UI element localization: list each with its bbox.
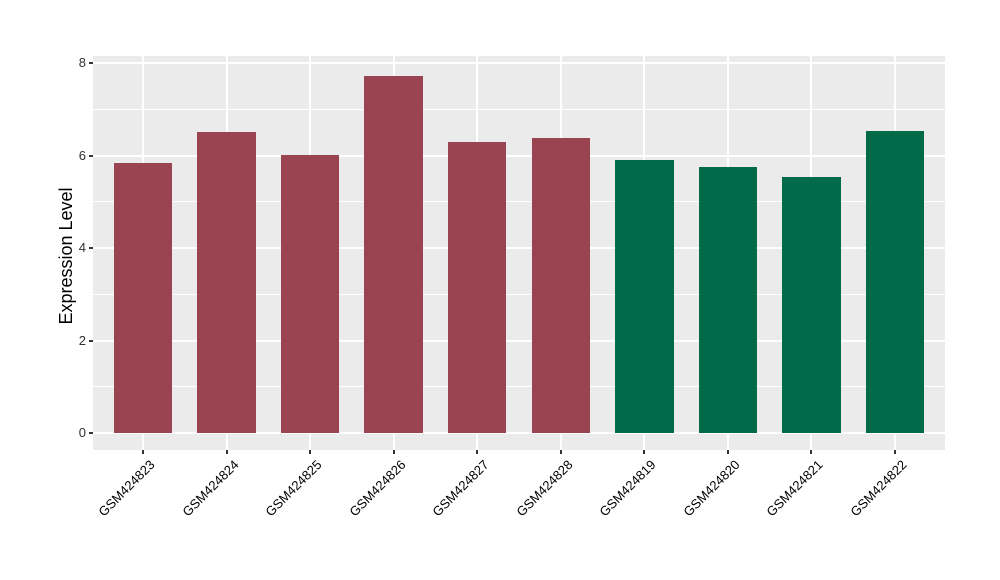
bar-GSM424825 bbox=[280, 155, 340, 433]
y-axis-tick bbox=[89, 247, 93, 249]
x-axis-tick bbox=[476, 450, 479, 454]
y-tick-label: 8 bbox=[78, 55, 86, 70]
y-tick-label: 6 bbox=[78, 147, 86, 163]
gridline-major bbox=[93, 339, 945, 342]
gridline-minor bbox=[93, 293, 945, 295]
gridline-minor bbox=[93, 201, 945, 203]
bar-GSM424826 bbox=[364, 75, 423, 433]
gridline-major bbox=[93, 154, 945, 157]
x-axis-tick bbox=[309, 450, 312, 454]
x-axis-tick bbox=[726, 450, 729, 454]
x-axis-tick bbox=[643, 450, 646, 454]
bar-GSM424828 bbox=[531, 138, 590, 433]
x-axis-tick bbox=[142, 450, 145, 454]
x-axis-tick bbox=[225, 450, 228, 454]
plot-panel bbox=[93, 56, 945, 450]
y-axis-tick bbox=[89, 432, 93, 434]
gridline-minor bbox=[93, 108, 945, 110]
y-axis-tick bbox=[89, 62, 93, 64]
gridline-major bbox=[93, 432, 945, 434]
bar-GSM424819 bbox=[615, 159, 674, 433]
bar-GSM424821 bbox=[782, 176, 841, 433]
bar-GSM424820 bbox=[698, 167, 758, 433]
x-axis-tick bbox=[810, 450, 813, 454]
x-axis-tick bbox=[559, 450, 562, 454]
x-tick-label-GSM424822: GSM424822 bbox=[847, 457, 910, 520]
gridline-major bbox=[93, 62, 945, 64]
gridline-minor bbox=[93, 386, 945, 388]
x-axis-tick bbox=[893, 450, 896, 454]
y-tick-label: 4 bbox=[78, 240, 86, 255]
gridline-major bbox=[93, 247, 945, 249]
bar-GSM424823 bbox=[113, 163, 173, 433]
x-axis-tick bbox=[392, 450, 395, 454]
y-axis-tick bbox=[89, 154, 93, 157]
bar-GSM424824 bbox=[197, 132, 256, 433]
bar-GSM424822 bbox=[865, 131, 925, 433]
y-axis-tick bbox=[89, 339, 93, 342]
y-tick-label: 0 bbox=[78, 425, 86, 440]
y-tick-label: 2 bbox=[78, 332, 86, 348]
bar-GSM424827 bbox=[448, 142, 507, 433]
